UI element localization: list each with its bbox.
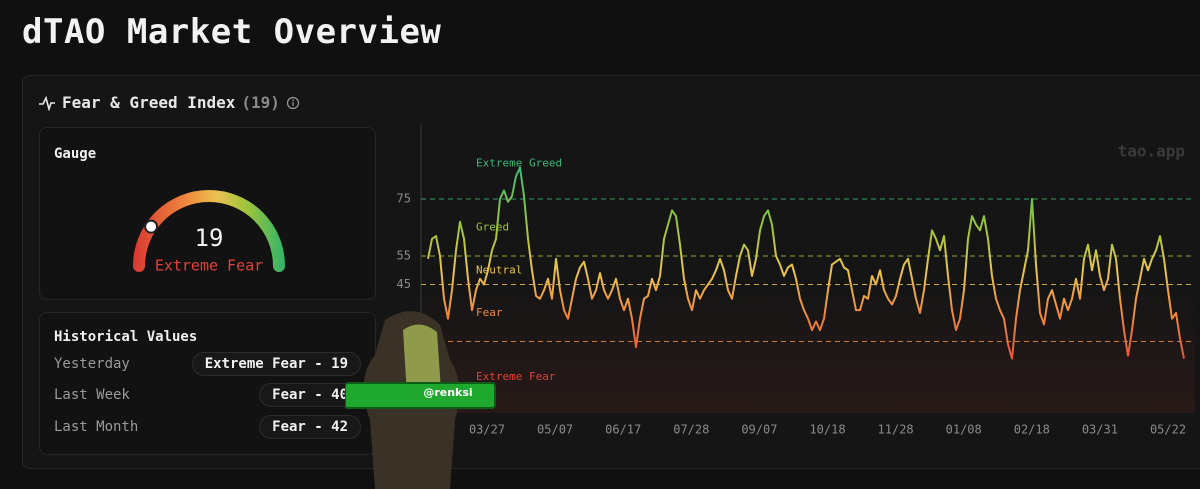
y-tick-label: 75: [397, 192, 411, 206]
zone-label: Greed: [476, 221, 509, 234]
x-tick-label: 09/07: [741, 423, 777, 437]
x-tick-label: 07/28: [673, 423, 709, 437]
gauge-arc: [133, 190, 285, 272]
y-tick-label: 45: [397, 277, 411, 291]
zone-label: Extreme Fear: [476, 370, 556, 383]
row-value: Extreme Fear - 19: [191, 352, 361, 376]
x-tick-label: 03/31: [1082, 423, 1118, 437]
watermark: tao.app: [1118, 142, 1185, 161]
gauge-card: Gauge 19 Extreme Fear: [39, 127, 376, 300]
x-tick-label: 01/08: [946, 423, 982, 437]
card-title: Historical Values: [54, 329, 198, 345]
gauge-value: 19: [195, 224, 224, 252]
row-label: Yesterday: [54, 356, 130, 372]
gauge-label: Extreme Fear: [155, 257, 263, 275]
historical-card: Historical Values Yesterday Extreme Fear …: [39, 312, 376, 455]
row-label: Last Week: [54, 387, 130, 403]
x-tick-label: 11/28: [878, 423, 914, 437]
sticker-bar: [345, 382, 496, 409]
plot-tint: [421, 285, 1195, 413]
info-icon[interactable]: [286, 96, 300, 110]
history-row: Yesterday Extreme Fear - 19: [54, 350, 361, 378]
zone-label: Fear: [476, 306, 503, 319]
gauge-marker: [144, 219, 159, 234]
row-label: Last Month: [54, 419, 139, 435]
sticker: @renksi: [345, 311, 496, 489]
sticker-text: @renksi: [423, 386, 472, 399]
history-row: Last Week Fear - 40: [54, 381, 361, 409]
zone-label: Neutral: [476, 263, 522, 276]
page-title: dTAO Market Overview: [22, 12, 442, 52]
panel-header: Fear & Greed Index (19): [38, 93, 300, 112]
x-tick-label: 05/22: [1150, 423, 1186, 437]
card-title: Gauge: [54, 146, 97, 162]
index-line: [427, 166, 1185, 360]
x-tick-label: 10/18: [809, 423, 845, 437]
history-row: Last Month Fear - 42: [54, 413, 361, 441]
x-tick-label: 03/27: [469, 423, 505, 437]
gauge: 19 Extreme Fear: [133, 190, 285, 275]
x-tick-label: 02/18: [1014, 423, 1050, 437]
chart: tao.app 25455575Extreme GreedGreedNeutra…: [397, 125, 1195, 437]
x-tick-label: 05/07: [537, 423, 573, 437]
row-value: Fear - 42: [259, 415, 361, 439]
panel-title: Fear & Greed Index: [62, 93, 236, 112]
x-tick-label: 06/17: [605, 423, 641, 437]
pulse-icon: [39, 95, 55, 111]
zone-label: Extreme Greed: [476, 156, 562, 169]
y-tick-label: 55: [397, 249, 411, 263]
panel-badge: (19): [241, 93, 280, 112]
